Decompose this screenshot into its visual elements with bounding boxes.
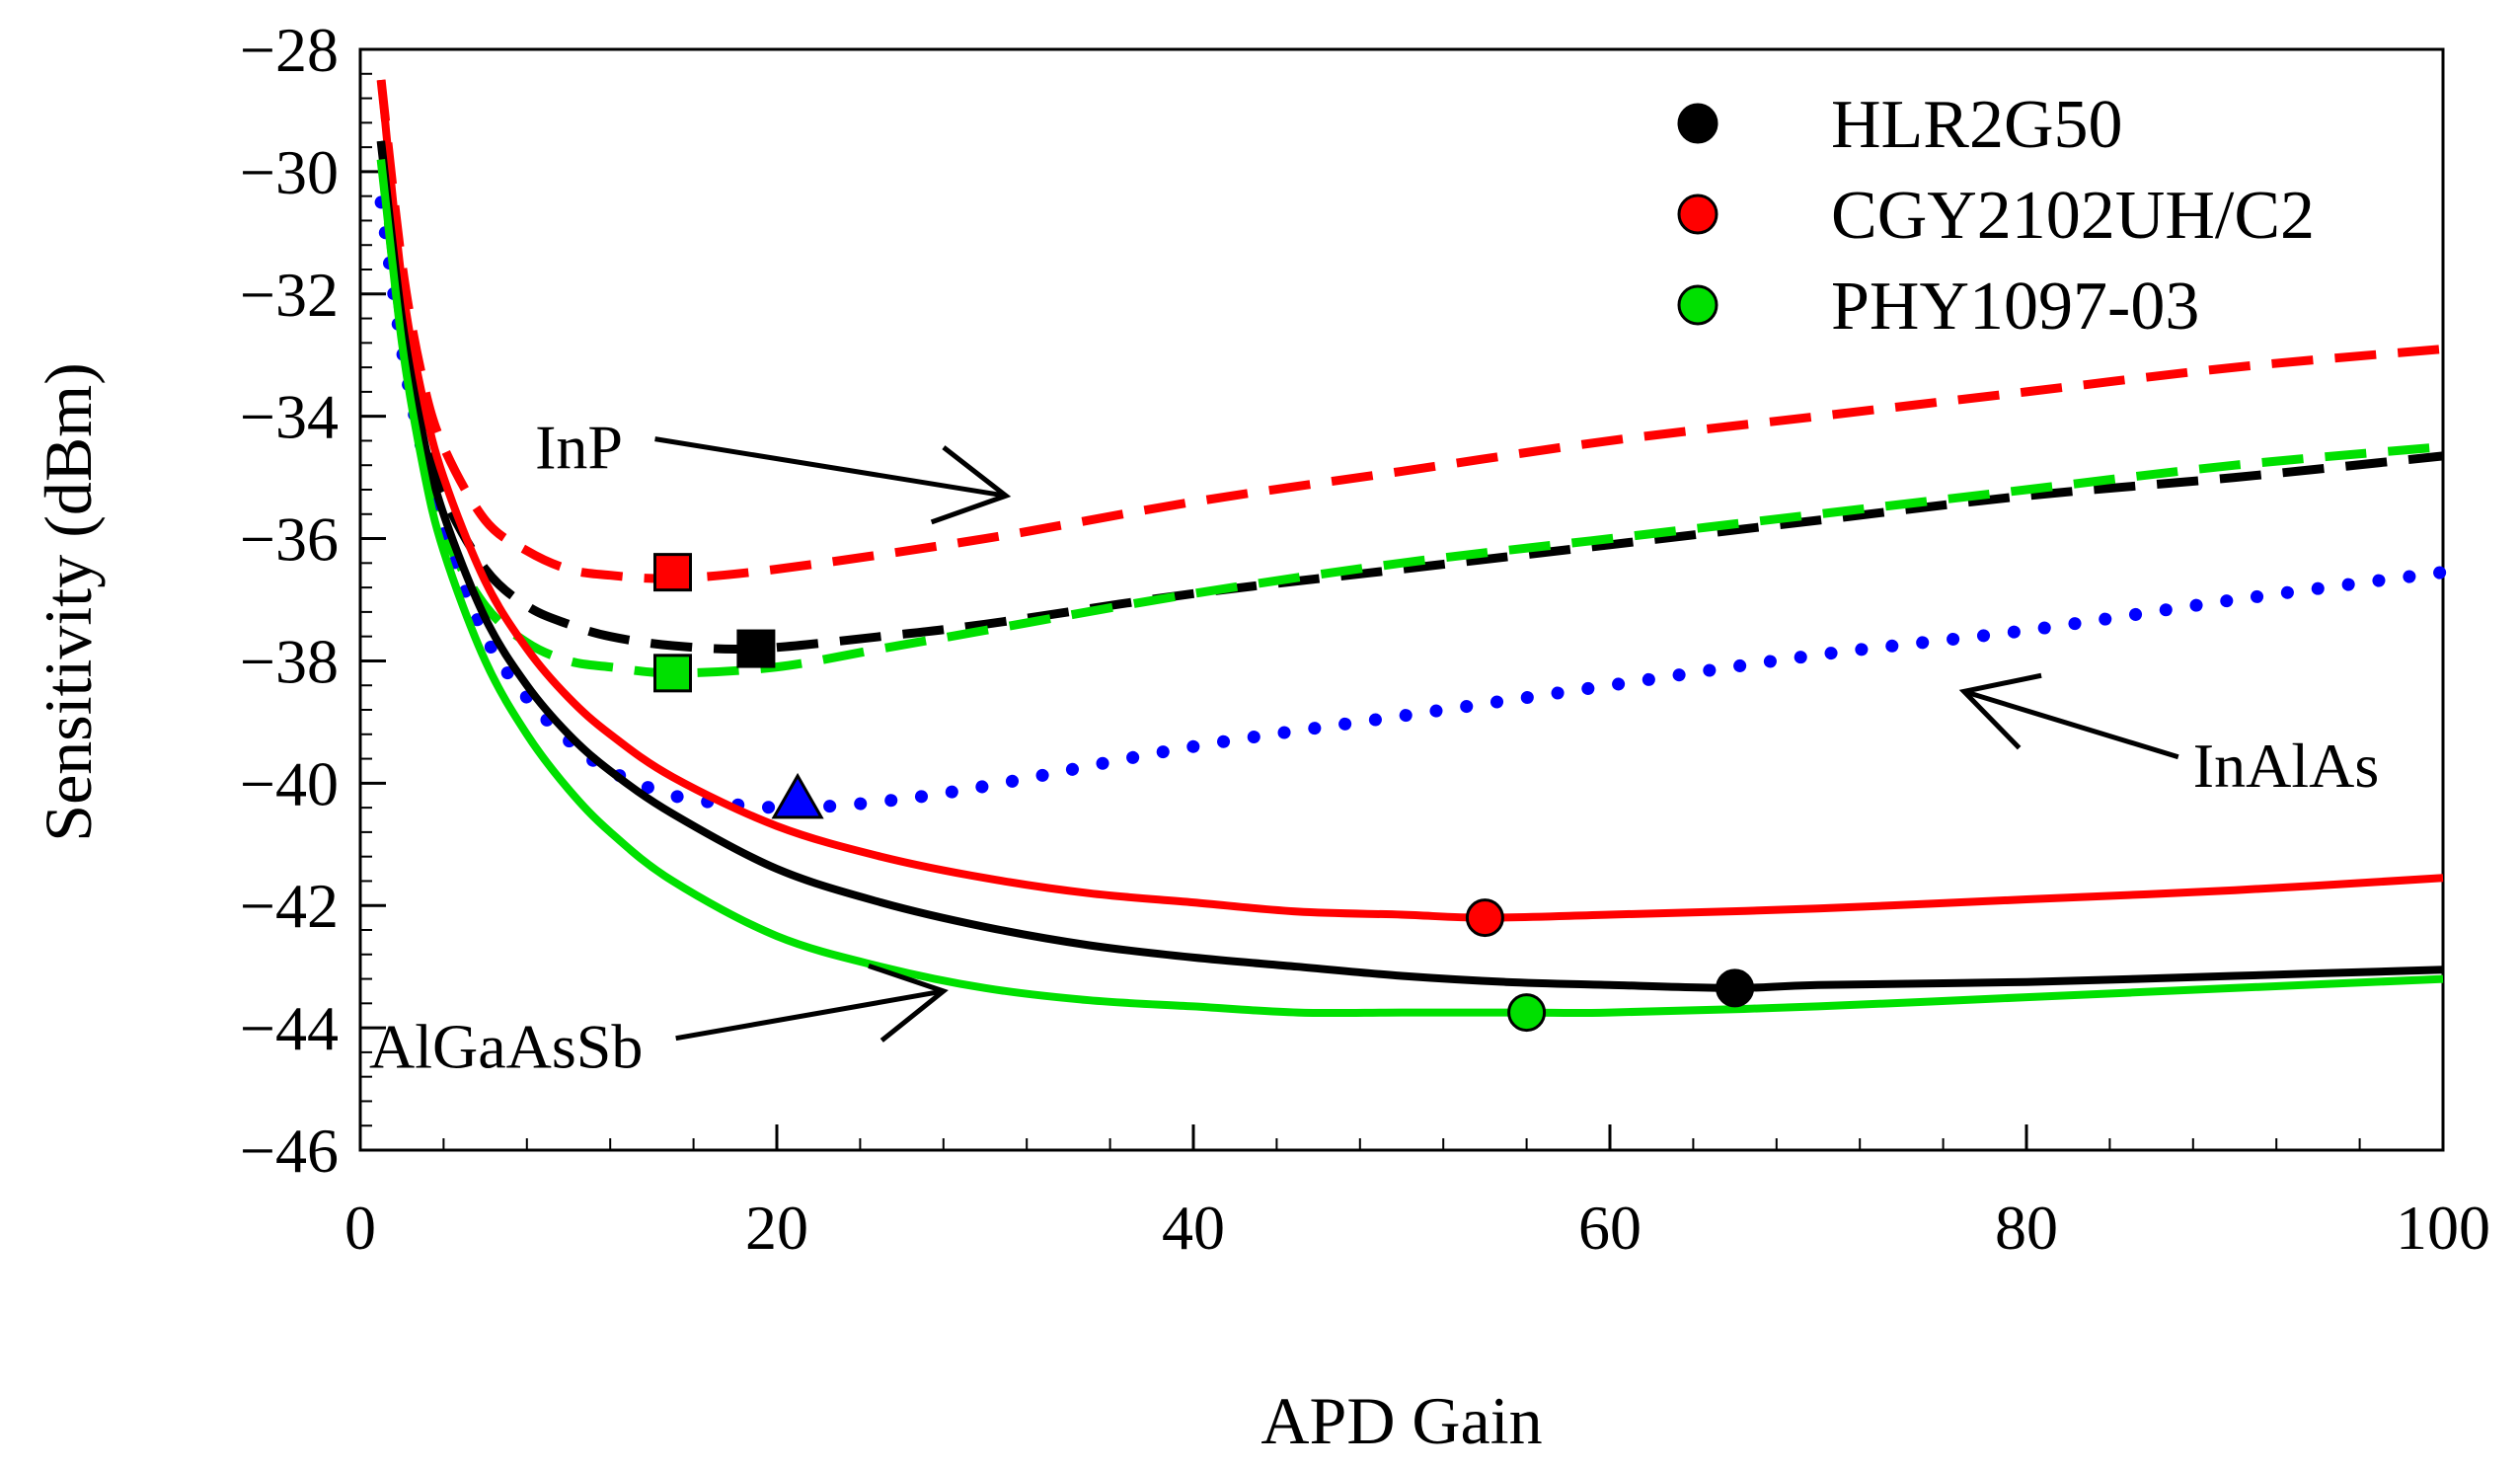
- optimum-marker-inalas: [771, 772, 824, 819]
- legend: HLR2G50 CGY2102UH/C2 PHY1097-03: [1677, 87, 2315, 345]
- series-line-algaassb-phy1097-03: [377, 159, 2444, 1018]
- y-tick-label: −32: [240, 260, 339, 330]
- plot-frame: [358, 47, 2445, 1152]
- y-tick-label: −44: [240, 993, 339, 1063]
- y-axis-title: Sensitivity (dBm): [31, 362, 106, 841]
- optimum-marker-inp-cgy2102uh-c2: [653, 553, 692, 592]
- y-tick-label: −28: [240, 15, 339, 85]
- legend-label: PHY1097-03: [1831, 269, 2199, 345]
- optimum-marker-inp-phy1097-03: [653, 654, 692, 693]
- x-axis-title: APD Gain: [1260, 1383, 1542, 1458]
- x-tick-label: 60: [1578, 1193, 1642, 1263]
- annotation-arrow-shaft: [675, 988, 945, 1042]
- x-tick-label: 40: [1162, 1193, 1225, 1263]
- y-tick-label: −40: [240, 748, 339, 818]
- optimum-marker-inp-hlr2g50: [736, 629, 776, 668]
- annotations: InP InAlAs AlGaAsSb: [369, 413, 2379, 1082]
- optimum-marker-algaassb-hlr2g50: [1716, 968, 1755, 1008]
- annotation-arrow-shaft: [1962, 689, 2179, 760]
- annotation-arrow-head: [1958, 672, 2042, 750]
- x-tick-label: 20: [745, 1193, 808, 1263]
- series-line-inalas: [374, 195, 2450, 814]
- y-tick-label: −46: [240, 1116, 339, 1186]
- series-line-inp-hlr2g50: [376, 140, 2444, 655]
- annotation-inp: InP: [535, 413, 623, 483]
- annotation-arrow-head: [930, 445, 1012, 525]
- annotation-inalas: InAlAs: [2193, 731, 2379, 801]
- annotation-arrow-shaft: [654, 436, 1007, 499]
- x-tick-label: 80: [1995, 1193, 2058, 1263]
- y-tick-label: −34: [240, 382, 339, 452]
- legend-marker: [1677, 103, 1718, 144]
- series-line-algaassb-hlr2g50: [377, 140, 2444, 992]
- series-layer: [374, 79, 2450, 1018]
- y-tick-label: −30: [240, 137, 339, 207]
- annotation-algaassb: AlGaAsSb: [369, 1012, 643, 1082]
- y-tick-label: −42: [240, 871, 339, 941]
- optimum-marker-algaassb-phy1097-03: [1507, 993, 1547, 1033]
- y-tick-label: −36: [240, 504, 339, 575]
- annotation-arrow-head: [868, 963, 949, 1043]
- legend-label: HLR2G50: [1831, 87, 2123, 163]
- legend-marker: [1677, 284, 1718, 326]
- x-tick-label: 100: [2396, 1193, 2490, 1263]
- optimum-markers: [653, 553, 1755, 1033]
- x-tick-label: 0: [344, 1193, 376, 1263]
- series-line-algaassb-cgy2102uh-c2: [377, 79, 2444, 922]
- legend-marker: [1677, 193, 1718, 235]
- series-line-inp-cgy2102uh-c2: [376, 79, 2444, 583]
- y-tick-label: −38: [240, 626, 339, 696]
- axes: 0 20 40 60 80 100 −46 −44 −42 −40 −38 −36 −34 −32 −30 −…: [240, 15, 2490, 1263]
- legend-label: CGY2102UH/C2: [1831, 178, 2315, 254]
- optimum-marker-algaassb-cgy2102uh-c2: [1465, 898, 1504, 938]
